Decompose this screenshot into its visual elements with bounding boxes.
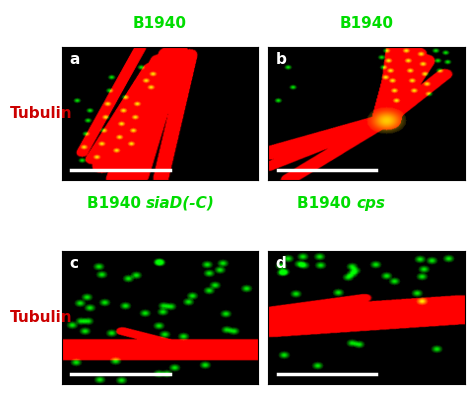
Text: cps: cps [356,196,386,211]
Text: B1940: B1940 [339,16,393,31]
Text: B1940: B1940 [298,196,356,211]
Text: a: a [70,52,80,67]
Text: B1940: B1940 [133,16,187,31]
Text: Tubulin: Tubulin [9,310,72,325]
Text: siaD(-C): siaD(-C) [146,196,215,211]
Text: c: c [70,256,79,271]
Text: d: d [276,256,286,271]
Text: b: b [276,52,287,67]
Text: Tubulin: Tubulin [9,106,72,121]
Text: B1940: B1940 [86,196,146,211]
